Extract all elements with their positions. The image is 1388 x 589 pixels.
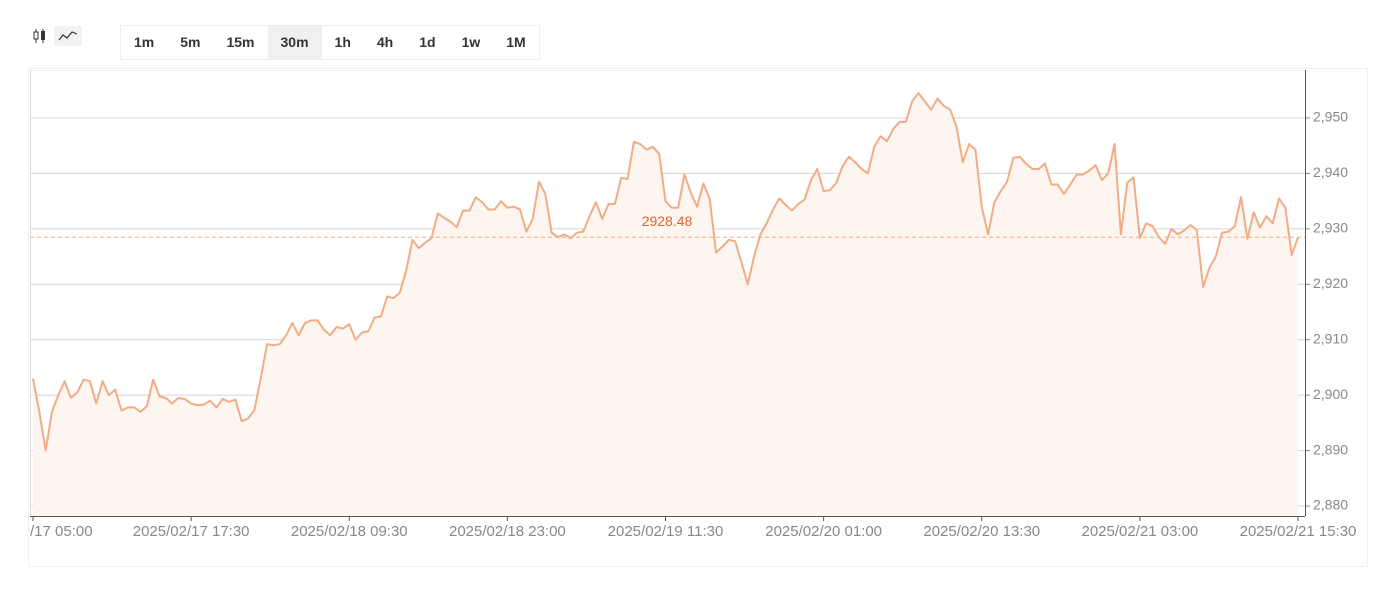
interval-button[interactable]: 1h xyxy=(334,34,351,50)
last-price-label: 2928.48 xyxy=(642,213,693,229)
area-fill xyxy=(33,93,1298,516)
interval-button[interactable]: 5m xyxy=(180,34,201,50)
interval-button[interactable]: 30m xyxy=(267,26,322,59)
y-tick-label: 2,920 xyxy=(1313,275,1348,291)
y-tick-label: 2,880 xyxy=(1313,497,1348,513)
y-tick-label: 2,910 xyxy=(1313,330,1348,346)
y-tick-label: 2,890 xyxy=(1313,441,1348,457)
price-line xyxy=(32,92,1299,452)
x-tick-label: 2025/02/18 09:30 xyxy=(291,523,408,540)
y-tick-label: 2,930 xyxy=(1313,220,1348,236)
interval-button[interactable]: 4h xyxy=(376,34,394,50)
x-tick-label: 2025/02/18 23:00 xyxy=(449,523,566,540)
x-tick-label: 2025/02/20 13:30 xyxy=(923,523,1040,540)
x-tick-label: 2025/02/21 15:30 xyxy=(1240,523,1357,540)
y-tick-label: 2,900 xyxy=(1313,386,1348,402)
interval-toolbar: 1m 5m 15m 30m 1h 4h 1d 1w 1M xyxy=(120,25,540,60)
icon-group xyxy=(33,26,82,46)
x-tick-label: 2025/02/20 01:00 xyxy=(765,523,882,540)
y-tick-label: 2,940 xyxy=(1313,164,1348,180)
x-tick-label: 2025/02/21 03:00 xyxy=(1081,523,1198,540)
interval-button[interactable]: 1w xyxy=(461,34,481,50)
interval-button[interactable]: 1m xyxy=(134,34,155,50)
x-tick-label: 2025/02/19 11:30 xyxy=(608,523,724,540)
interval-button[interactable]: 15m xyxy=(226,34,255,50)
candlestick-icon[interactable] xyxy=(33,29,45,43)
chart-type-icons xyxy=(30,26,82,51)
interval-button[interactable]: 1M xyxy=(506,34,526,50)
line-icon xyxy=(58,31,78,41)
x-tick-label: /17 05:00 xyxy=(30,523,93,540)
x-tick-label: 2025/02/17 17:30 xyxy=(133,523,250,540)
interval-button[interactable]: 1d xyxy=(419,34,436,50)
y-tick-label: 2,950 xyxy=(1313,109,1348,125)
chart-frame xyxy=(28,68,1368,567)
